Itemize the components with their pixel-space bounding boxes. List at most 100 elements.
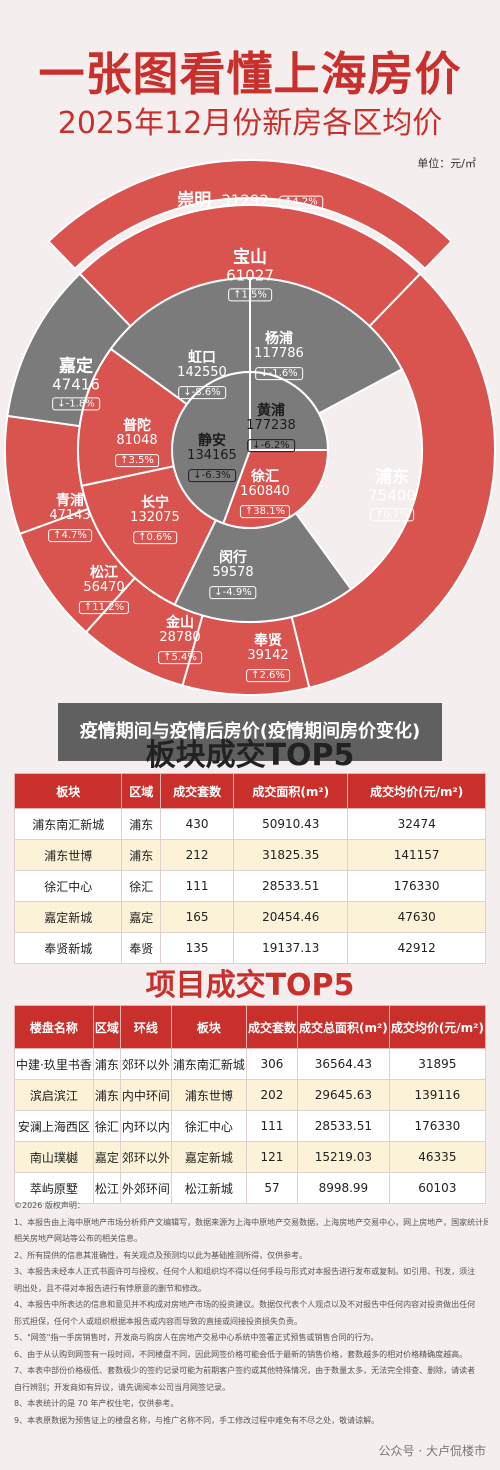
table-cell: 29645.63 [296, 1079, 390, 1111]
table-header-row: 楼盘名称 区域 环线 板块 成交套数 成交总面积(m²) 成交均价(元/m²) [14, 1005, 487, 1049]
district-price: 177238 [246, 418, 296, 434]
district-price: 117786 [254, 346, 304, 362]
table-cell: 176330 [347, 870, 486, 902]
segment-崇明 [47, 158, 453, 271]
column-header: 成交总面积(m²) [296, 1005, 390, 1049]
district-label-金山: 金山 28780 ↑5.4% [158, 615, 202, 664]
district-price: 31292 [221, 191, 269, 210]
district-name: 徐汇 [251, 469, 279, 486]
district-price: 134165 [187, 448, 237, 464]
district-change: ↑4.7% [48, 528, 92, 542]
disclaimer-line: 自行辨别；开发商如有异议，请先调阅本公司当月网签记录。 [14, 1382, 230, 1392]
table-cell: 奉贤 [121, 932, 162, 964]
table-cell: 徐汇中心 [170, 1110, 247, 1142]
table-cell: 浦东世博 [170, 1079, 247, 1111]
column-header: 楼盘名称 [14, 1005, 94, 1049]
table-cell: 57 [245, 1172, 298, 1204]
district-name: 浦东 [375, 467, 409, 488]
table-cell: 奉贤新城 [13, 932, 123, 964]
table-cell: 中建·玖里书香 [14, 1048, 94, 1080]
district-name: 奉贤 [253, 633, 282, 650]
table-cell: 松江 [92, 1172, 121, 1204]
district-label-长宁: 长宁 132075 ↑0.6% [130, 495, 180, 544]
district-label-杨浦: 杨浦 117786 ↓-1.6% [254, 331, 304, 380]
district-change: ↑38.1% [239, 504, 291, 518]
district-label-松江: 松江 56470 ↑11.2% [78, 565, 130, 614]
district-change: ↓-4.9% [209, 585, 257, 599]
district-price: 28780 [159, 630, 201, 646]
district-name: 普陀 [122, 418, 151, 435]
district-label-嘉定: 嘉定 47416 ↓-1.8% [52, 356, 100, 411]
disclaimer-line: 6、由于从认购到网签有一段时间，不同楼盘不同，因此网签价格可能会低于最新的销售价… [14, 1349, 468, 1359]
table-cell: 121 [245, 1141, 298, 1173]
table-cell: 徐汇中心 [13, 870, 123, 902]
copyright-disclaimer: ©2026 版权声明： 1、本报告由上海中原地产市场分析师产文编辑写，数据来源为上… [14, 1198, 488, 1429]
segment-浦东 [290, 272, 496, 689]
table-cell: 176330 [388, 1110, 487, 1142]
overlay-banner[interactable]: 疫情期间与疫情后房价(疫情期间房价变化) [58, 703, 442, 761]
district-label-宝山: 宝山 61027 ↑1.5% [226, 247, 274, 302]
table-cell: 浦东世博 [13, 839, 123, 871]
table-cell: 42912 [347, 932, 486, 964]
table-cell: 松江新城 [170, 1172, 247, 1204]
table-cell: 浦东 [92, 1048, 121, 1080]
table-cell: 内中环间 [119, 1079, 172, 1111]
district-label-奉贤: 奉贤 39142 ↑2.6% [246, 633, 290, 682]
district-change: ↓-6.2% [247, 438, 295, 452]
table-cell: 萃屿原墅 [14, 1172, 94, 1204]
district-label-闵行: 闵行 59578 ↓-4.9% [209, 550, 257, 599]
table-cell: 141157 [347, 839, 486, 871]
table-cell: 430 [160, 808, 235, 840]
table-cell: 浦东南汇新城 [13, 808, 123, 840]
district-change: ↑3.5% [115, 453, 159, 467]
district-change: ↓-1.6% [255, 366, 303, 380]
table-cell: 31825.35 [233, 839, 349, 871]
table-cell: 嘉定新城 [13, 901, 123, 933]
table-row: 嘉定新城 嘉定 165 20454.46 47630 [13, 901, 486, 933]
table-cell: 47630 [347, 901, 486, 933]
district-name: 黄浦 [256, 403, 285, 420]
table1-title: 板块成交TOP5 [145, 738, 355, 773]
district-price: 132075 [130, 510, 180, 526]
district-label-崇明: 崇明 31292 ↑4.2% [177, 190, 323, 211]
district-change: ↑0.7% [370, 508, 414, 522]
segment-黄浦 [249, 370, 330, 451]
table-cell: 徐汇 [121, 870, 162, 902]
district-name: 崇明 [177, 190, 212, 211]
table-cell: 36564.43 [296, 1048, 390, 1080]
table-row: 徐汇中心 徐汇 111 28533.51 176330 [13, 870, 486, 902]
table-row: 萃屿原墅 松江 外郊环间 松江新城 57 8998.99 60103 [14, 1172, 487, 1204]
district-name: 嘉定 [59, 356, 93, 377]
column-header: 成交套数 [160, 773, 235, 809]
district-price: 142550 [177, 365, 227, 381]
column-header: 板块 [13, 773, 123, 809]
table-cell: 滨启滨江 [14, 1079, 94, 1111]
disclaimer-line: 2、所有提供的信息其准确性，有关观点及预测均以此为基础推测所得，仅供参考。 [14, 1250, 308, 1260]
table-cell: 内环以内 [119, 1110, 172, 1142]
column-header: 板块 [170, 1005, 247, 1049]
disclaimer-line: 7、本表中部份价格极低、套数极少的签约记录可能为前期客户签约或其他特殊情况，由于… [14, 1366, 476, 1375]
page-subtitle: 2025年12月份新房各区均价 [57, 106, 443, 141]
district-name: 静安 [197, 433, 226, 450]
segment-静安 [171, 370, 251, 525]
table-cell: 郊环以外 [119, 1048, 172, 1080]
district-name: 青浦 [55, 493, 84, 510]
table-cell: 20454.46 [233, 901, 349, 933]
disclaimer-line: 5、"网签"指一手房销售时，开发商与购房人在房地产交易中心系统中签署正式预售或销… [14, 1333, 379, 1342]
column-header: 成交均价(元/m²) [347, 773, 486, 809]
district-change: ↑2.6% [246, 668, 290, 682]
table-cell: 郊环以外 [119, 1141, 172, 1173]
district-name: 宝山 [233, 247, 267, 268]
district-change: ↑11.2% [78, 600, 130, 614]
table-row: 中建·玖里书香 浦东 郊环以外 浦东南汇新城 306 36564.43 31895 [14, 1048, 487, 1080]
district-change: ↓-6.3% [188, 468, 236, 482]
district-name: 松江 [90, 565, 118, 582]
district-price: 39142 [247, 648, 289, 664]
table-row: 滨启滨江 浦东 内中环间 浦东世博 202 29645.63 139116 [14, 1079, 487, 1111]
table-cell: 浦东 [121, 839, 162, 871]
disclaimer-line: ©2026 版权声明： [14, 1201, 85, 1210]
table-cell: 111 [245, 1110, 298, 1142]
table-cell: 165 [160, 901, 235, 933]
column-header: 区域 [121, 773, 162, 809]
table-cell: 嘉定 [121, 901, 162, 933]
